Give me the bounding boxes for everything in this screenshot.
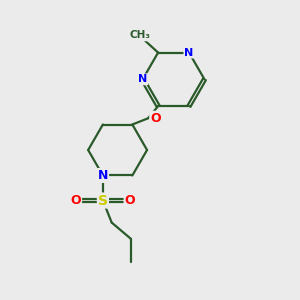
Text: N: N bbox=[98, 169, 108, 182]
Text: O: O bbox=[70, 194, 81, 207]
Text: N: N bbox=[138, 74, 147, 84]
Text: N: N bbox=[184, 48, 194, 58]
Text: O: O bbox=[150, 112, 161, 125]
Text: O: O bbox=[125, 194, 135, 207]
Text: S: S bbox=[98, 194, 108, 208]
Text: CH₃: CH₃ bbox=[129, 31, 150, 40]
